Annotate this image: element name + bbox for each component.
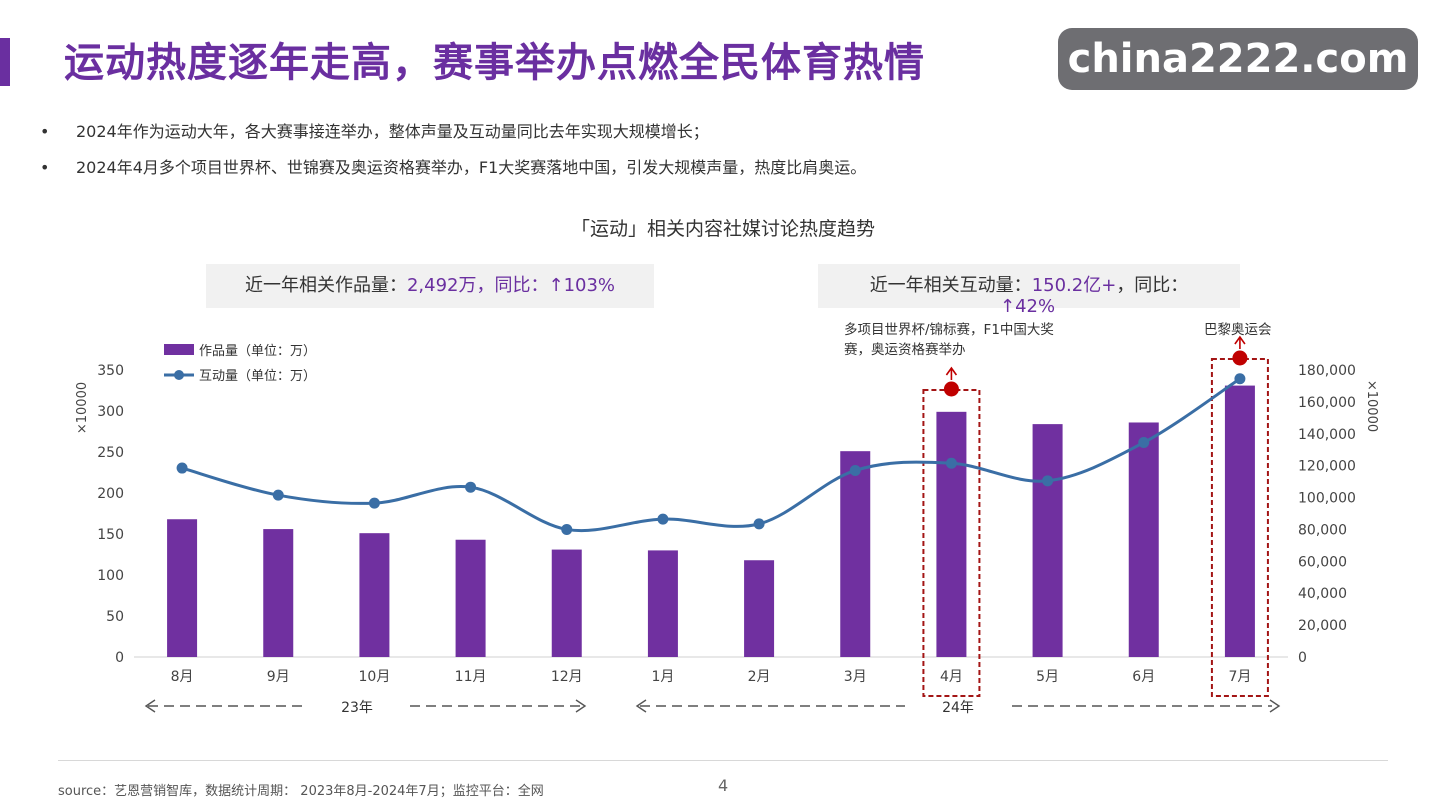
bullet-item: • 2024年4月多个项目世界杯、世锦赛及奥运资格赛举办，F1大奖赛落地中国，引… [40, 156, 866, 192]
y-left-tick-label: 50 [106, 609, 124, 625]
y-right-tick-label: 80,000 [1298, 522, 1347, 538]
x-tick-label: 5月 [1036, 669, 1059, 685]
line-point [368, 497, 380, 509]
x-tick-label: 10月 [359, 669, 391, 685]
bar [167, 519, 198, 657]
x-tick-label: 6月 [1132, 669, 1155, 685]
y-left-tick-label: 350 [97, 363, 124, 379]
year-label: 24年 [942, 700, 974, 716]
bar [1224, 385, 1255, 657]
legend-line-marker [174, 370, 184, 380]
bar [647, 550, 678, 657]
line-point [1042, 475, 1054, 487]
bar [551, 549, 582, 657]
y-right-tick-label: 40,000 [1298, 586, 1347, 602]
x-tick-label: 12月 [551, 669, 583, 685]
y-right-tick-label: 100,000 [1298, 491, 1356, 507]
july-annotation: 巴黎奥运会 [1204, 322, 1272, 338]
interact-stat-box: 近一年相关互动量：150.2亿+，同比： [818, 264, 1240, 308]
y-right-tick-label: 20,000 [1298, 618, 1347, 634]
line-point [465, 481, 477, 493]
line-point [945, 457, 957, 469]
year-arrow-right [1269, 699, 1281, 713]
bar [744, 560, 775, 657]
y-left-tick-label: 0 [115, 650, 124, 666]
x-tick-label: 9月 [267, 669, 290, 685]
bar [359, 533, 390, 657]
year-arrow-left [144, 699, 156, 713]
highlight-dot [1232, 350, 1248, 366]
x-tick-label: 7月 [1228, 669, 1251, 685]
chart-title: 「运动」相关内容社媒讨论热度趋势 [570, 218, 875, 240]
y-right-tick-label: 180,000 [1298, 363, 1356, 379]
bullet-item: • 2024年作为运动大年，各大赛事接连举办，整体声量及互动量同比去年实现大规模… [40, 120, 866, 156]
works-stat-value: 2,492万，同比：↑103% [406, 275, 616, 296]
line-point [561, 523, 573, 535]
y-left-tick-label: 150 [97, 527, 124, 543]
highlight-arrow-head [1234, 335, 1246, 345]
line-point [657, 513, 669, 525]
interact-stat-suffix: ，同比： [1116, 275, 1189, 296]
bar [936, 411, 967, 657]
line-point [849, 464, 861, 476]
y-left-tick-label: 100 [97, 568, 124, 584]
legend-line-label: 互动量（单位：万） [199, 369, 316, 384]
bullet-list: • 2024年作为运动大年，各大赛事接连举办，整体声量及互动量同比去年实现大规模… [40, 120, 866, 192]
bullet-text: 2024年作为运动大年，各大赛事接连举办，整体声量及互动量同比去年实现大规模增长… [76, 122, 709, 141]
line-point [1138, 437, 1150, 449]
highlight-dot [943, 381, 959, 397]
bar [1032, 424, 1063, 657]
year-label: 23年 [341, 700, 373, 716]
interact-stat-value: 150.2亿+ [1031, 275, 1117, 296]
x-tick-label: 3月 [844, 669, 867, 685]
combo-chart: 0 50 100 150 200 250 300 350 ×10000 0 20,000 40,000… [75, 335, 1379, 716]
line-point [1234, 373, 1246, 385]
y-right-tick-label: 160,000 [1298, 395, 1356, 411]
watermark-logo: china2222.com [1058, 28, 1418, 90]
x-tick-label: 1月 [651, 669, 674, 685]
y-right-tick-label: 120,000 [1298, 459, 1356, 475]
x-tick-label: 2月 [748, 669, 771, 685]
bar [1128, 422, 1159, 657]
works-stat-box: 近一年相关作品量：2,492万，同比：↑103% [206, 264, 654, 308]
y-right-unit-label: ×10000 [1364, 380, 1379, 432]
works-stat-label: 近一年相关作品量： [244, 275, 407, 296]
footer-divider [58, 760, 1388, 761]
line-point [753, 518, 765, 530]
x-tick-label: 8月 [171, 669, 194, 685]
y-right-tick-label: 60,000 [1298, 554, 1347, 570]
y-left-unit-label: ×10000 [75, 382, 90, 434]
y-left-tick-label: 300 [97, 404, 124, 420]
line-point [176, 462, 188, 474]
year-arrow-right [575, 699, 587, 713]
page-title: 运动热度逐年走高，赛事举办点燃全民体育热情 [64, 40, 925, 86]
page-number: 4 [718, 776, 729, 795]
bullet-dot-icon: • [40, 122, 50, 141]
bullet-text: 2024年4月多个项目世界杯、世锦赛及奥运资格赛举办，F1大奖赛落地中国，引发大… [76, 158, 867, 177]
interact-stat-label: 近一年相关互动量： [869, 275, 1032, 296]
bar [263, 529, 294, 657]
y-left-tick-label: 200 [97, 486, 124, 502]
y-left-tick-label: 250 [97, 445, 124, 461]
year-arrow-left [635, 699, 647, 713]
x-tick-label: 11月 [455, 669, 487, 685]
legend-bar-label: 作品量（单位：万） [199, 344, 316, 359]
y-right-tick-label: 0 [1298, 650, 1307, 666]
line-point [272, 489, 284, 501]
april-annotation: 多项目世界杯/锦标赛，F1中国大奖赛，奥运资格赛举办 [844, 322, 1054, 358]
bar [455, 539, 486, 657]
line-series [181, 377, 1241, 532]
accent-bar [0, 38, 10, 86]
interact-growth: ↑42% [1000, 296, 1056, 317]
bar [840, 451, 871, 657]
legend-bar-swatch [164, 344, 194, 355]
y-right-tick-label: 140,000 [1298, 427, 1356, 443]
x-tick-label: 4月 [940, 669, 963, 685]
bullet-dot-icon: • [40, 158, 50, 177]
source-note: source：艺恩营销智库，数据统计周期： 2023年8月-2024年7月；监控… [58, 784, 544, 799]
highlight-arrow-head [945, 366, 958, 376]
